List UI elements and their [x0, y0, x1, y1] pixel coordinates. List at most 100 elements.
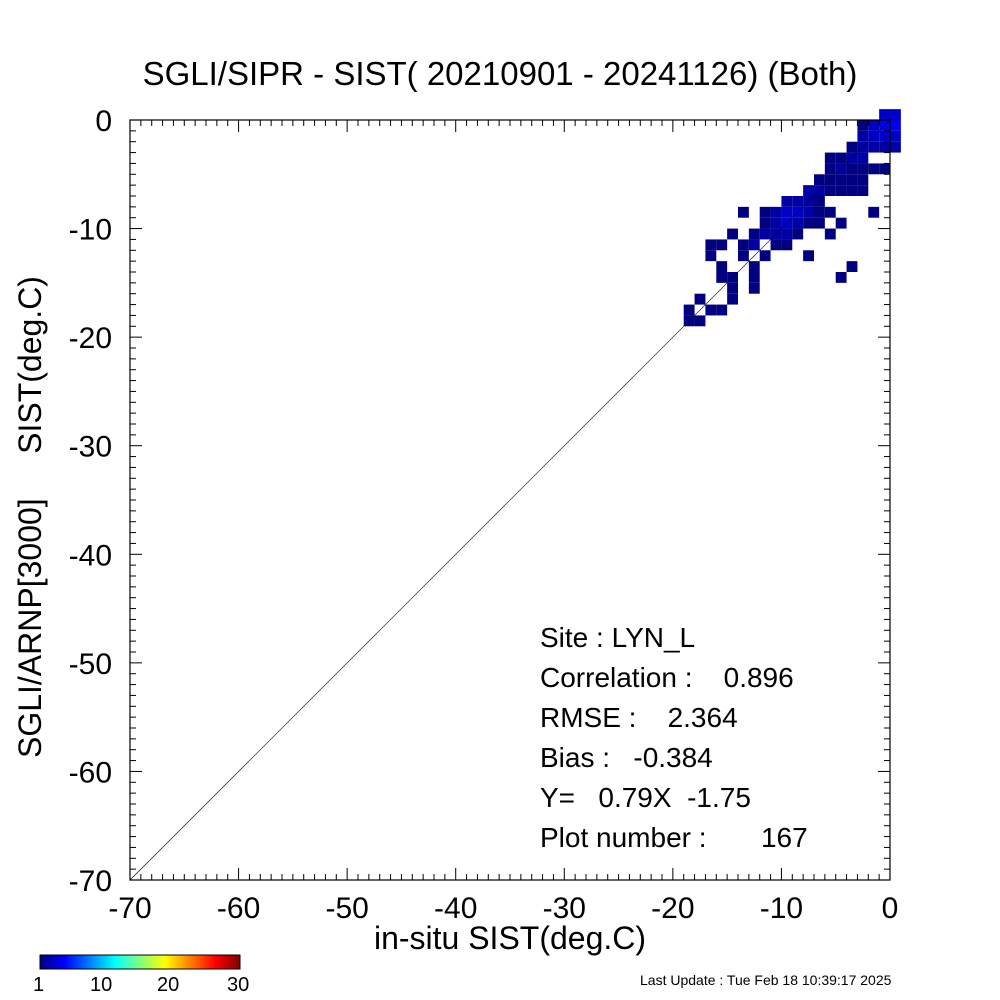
density-cell: [748, 239, 760, 251]
colorbar-tick-label: 10: [90, 974, 113, 996]
density-cell: [835, 272, 847, 283]
density-cell: [738, 239, 749, 251]
chart-title: SGLI/SIPR - SIST( 20210901 - 20241126) (…: [142, 55, 858, 92]
density-cell: [857, 130, 869, 142]
density-cell: [824, 185, 836, 196]
density-cell: [824, 206, 836, 218]
density-cell: [738, 206, 749, 218]
x-tick-label: -30: [543, 892, 586, 925]
density-cell: [716, 239, 728, 251]
density-cell: [846, 163, 858, 175]
density-cell: [792, 228, 804, 240]
density-cell: [846, 174, 858, 186]
y-axis-label: SGLI/ARNP[3000] SIST(deg.C): [12, 276, 48, 758]
density-cell: [781, 228, 793, 240]
density-cell: [857, 185, 869, 196]
density-cell: [814, 196, 825, 207]
density-cell: [748, 272, 760, 283]
density-cell: [814, 206, 825, 218]
axis-tick-labels: -70 -60 -50 -40 -30 -20 -10 0 -70 -60 -50 -40 -30 -20…: [69, 105, 899, 925]
density-cell: [846, 261, 858, 272]
stat-regression: Y= 0.79X -1.75: [540, 782, 751, 813]
density-cell: [857, 152, 869, 164]
density-cell: [694, 315, 706, 327]
x-tick-label: -70: [108, 892, 151, 925]
density-cell: [868, 163, 880, 175]
colorbar-tick-label: 20: [157, 974, 180, 996]
density-cell: [835, 174, 847, 186]
colorbar-tick-label: 1: [33, 974, 45, 996]
density-cell: [792, 217, 804, 229]
density-cell: [683, 304, 695, 316]
density-cell: [759, 228, 771, 240]
stat-plot-number: Plot number : 167: [540, 822, 808, 853]
x-axis-label: in-situ SIST(deg.C): [373, 920, 647, 956]
density-cell: [824, 152, 836, 164]
density-cell: [857, 120, 869, 131]
y-tick-label: -10: [69, 214, 112, 247]
density-cell: [824, 228, 836, 240]
density-cell: [879, 163, 890, 175]
density-cell: [857, 163, 869, 175]
density-cell: [835, 152, 847, 164]
density-cell: [716, 261, 728, 272]
density-cell: [705, 304, 717, 316]
density-cell: [748, 282, 760, 294]
y-tick-label: -70: [69, 865, 112, 898]
density-cell: [868, 120, 880, 131]
density-cell: [781, 196, 793, 207]
stat-bias: Bias : -0.384: [540, 742, 713, 773]
density-cell: [748, 261, 760, 272]
density-cell: [835, 185, 847, 196]
density-cell: [803, 206, 814, 218]
density-cell: [727, 282, 738, 294]
density-cell: [824, 163, 836, 175]
density-cell: [759, 217, 771, 229]
density-cell: [738, 250, 749, 262]
y-tick-label: -50: [69, 648, 112, 681]
x-tick-label: -60: [217, 892, 260, 925]
density-cell: [705, 239, 717, 251]
y-tick-label: -20: [69, 322, 112, 355]
density-cell: [759, 250, 771, 262]
y-tick-label: 0: [95, 105, 112, 138]
y-tick-label: -60: [69, 756, 112, 789]
one-to-one-line: [129, 119, 891, 881]
density-cell: [792, 196, 804, 207]
density-cell: [868, 206, 880, 218]
density-cell: [748, 228, 760, 240]
density-cell: [716, 304, 728, 316]
colorbar: [39, 954, 241, 970]
x-tick-label: -40: [434, 892, 477, 925]
density-cell: [770, 239, 782, 251]
plot-frame: [129, 119, 891, 881]
density-cell: [803, 217, 814, 229]
density-cell: [781, 239, 793, 251]
x-tick-label: 0: [882, 892, 899, 925]
density-cell: [705, 250, 717, 262]
density-cell: [770, 217, 782, 229]
density-cell: [803, 250, 814, 262]
density-cell: [857, 174, 869, 186]
density-cell: [879, 130, 890, 142]
stat-rmse: RMSE : 2.364: [540, 702, 738, 733]
density-cell: [835, 217, 847, 229]
stat-correlation: Correlation : 0.896: [540, 662, 794, 693]
density-cell: [716, 272, 728, 283]
density-cell: [868, 141, 880, 153]
last-update-text: Last Update : Tue Feb 18 10:39:17 2025: [640, 972, 892, 988]
density-cell: [803, 185, 814, 196]
density-cell: [890, 141, 901, 153]
density-cell: [846, 141, 858, 153]
density-cell: [814, 174, 825, 186]
axis-ticks: [129, 119, 891, 881]
density-cell: [694, 293, 706, 305]
y-tick-label: -40: [69, 539, 112, 572]
density-cell: [846, 185, 858, 196]
density-cell: [781, 206, 793, 218]
density-cell: [770, 206, 782, 218]
colorbar-tick-label: 30: [227, 974, 250, 996]
density-cell: [759, 206, 771, 218]
density-cell: [890, 109, 901, 120]
